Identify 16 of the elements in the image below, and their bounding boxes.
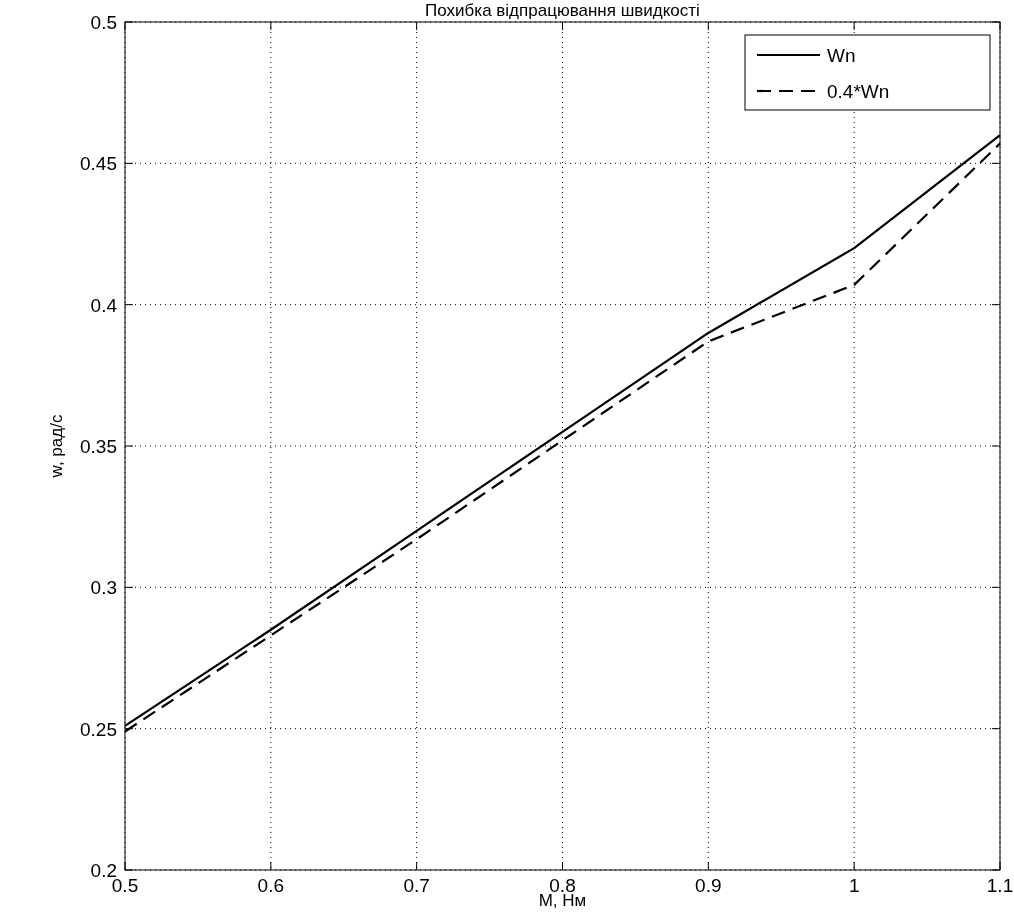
x-tick-label: 0.9 <box>695 875 722 896</box>
chart-title: Похибка відпрацювання швидкості <box>425 1 700 20</box>
y-tick-label: 0.25 <box>80 718 117 740</box>
legend-label: 0.4*Wn <box>827 81 890 102</box>
y-axis-title: w, рад/с <box>47 414 66 479</box>
y-tick-label: 0.4 <box>90 294 118 316</box>
x-tick-label: 0.7 <box>403 875 430 896</box>
y-tick-label: 0.35 <box>80 436 117 457</box>
legend-label: Wn <box>827 45 856 66</box>
x-tick-label: 0.6 <box>257 875 285 896</box>
y-tick-label: 0.3 <box>90 577 117 599</box>
y-tick-label: 0.45 <box>80 153 117 175</box>
x-tick-label: 1 <box>848 875 860 896</box>
x-tick-label: 1.1 <box>986 875 1014 896</box>
y-tick-label: 0.5 <box>90 12 117 33</box>
x-axis-title: M, Нм <box>538 891 587 910</box>
